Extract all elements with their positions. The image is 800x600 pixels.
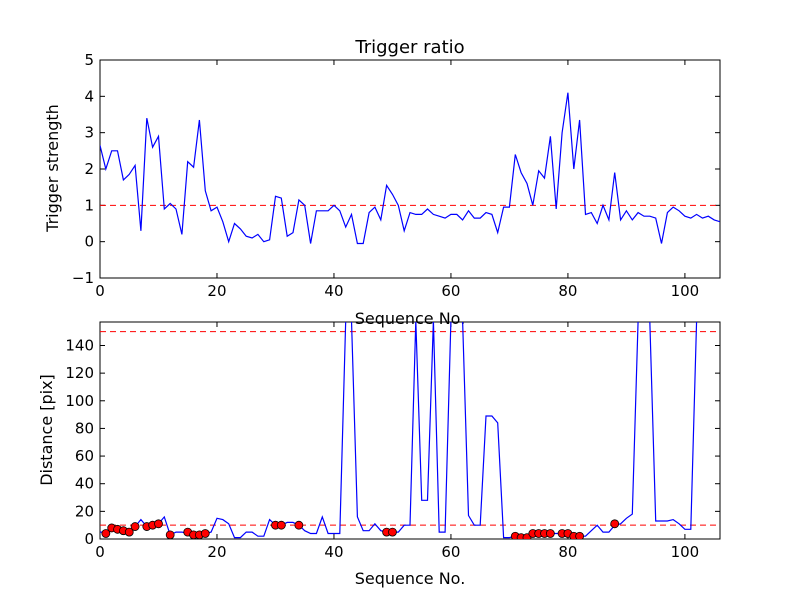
x-tick-label: 20 (207, 543, 226, 561)
x-tick-label: 60 (441, 543, 460, 561)
data-point (101, 529, 111, 538)
y-tick-label: 140 (65, 336, 94, 354)
x-tick: 100 (671, 322, 700, 561)
y-tick-label: 120 (65, 364, 94, 382)
series-line (100, 92, 720, 245)
series-line (100, 322, 698, 539)
data-point (124, 527, 134, 537)
y-tick: −1 (72, 269, 720, 287)
x-tick: 40 (324, 322, 344, 561)
top-chart-plot (100, 92, 720, 245)
data-point (130, 522, 140, 531)
y-tick-label: 0 (84, 233, 94, 251)
y-tick-label: −1 (72, 269, 94, 287)
bottom-chart-ticks: 0 20 40 60 80 100 0 20 40 60 80 100 120 140 (65, 322, 720, 561)
x-tick: 20 (207, 322, 227, 561)
x-tick-label: 60 (441, 282, 460, 300)
x-tick-label: 80 (558, 282, 577, 300)
data-point (575, 531, 585, 539)
top-chart-xlabel: Sequence No. (355, 309, 466, 328)
y-tick-label: 40 (75, 475, 94, 493)
data-point (294, 520, 304, 530)
y-tick: 120 (65, 364, 720, 382)
bottom-chart-plot (100, 322, 720, 539)
y-tick: 0 (84, 233, 720, 251)
data-point (154, 519, 163, 529)
y-tick-label: 100 (65, 392, 94, 410)
x-tick-label: 0 (95, 282, 105, 300)
y-tick-label: 60 (75, 447, 94, 465)
bottom-chart-xlabel: Sequence No. (355, 569, 466, 588)
y-tick-label: 20 (75, 502, 94, 520)
bottom-chart: Distance [pix] Sequence No. 0 20 40 60 80 100… (37, 321, 721, 588)
x-tick: 0 (95, 60, 105, 300)
x-tick-label: 20 (207, 282, 226, 300)
x-tick: 0 (95, 322, 105, 561)
y-tick-label: 1 (84, 196, 94, 214)
y-tick: 0 (84, 530, 720, 548)
y-tick: 40 (75, 475, 720, 493)
data-point (610, 519, 620, 529)
y-tick: 20 (75, 502, 720, 520)
y-tick-label: 5 (84, 51, 94, 69)
x-tick: 40 (324, 60, 344, 300)
x-tick-label: 100 (671, 543, 700, 561)
x-tick: 80 (558, 60, 577, 300)
top-chart-title: Trigger ratio (354, 37, 464, 58)
x-tick-label: 40 (324, 282, 343, 300)
y-tick: 4 (84, 87, 720, 105)
bottom-chart-frame (99, 321, 721, 540)
data-point (545, 529, 555, 538)
y-tick: 3 (84, 124, 720, 142)
y-tick: 5 (84, 51, 720, 69)
x-tick-label: 0 (95, 543, 105, 561)
x-tick: 20 (207, 60, 227, 300)
y-tick: 140 (65, 336, 720, 354)
top-chart: Trigger ratio Trigger strength Sequence … (43, 37, 721, 328)
y-tick: 100 (65, 392, 720, 410)
y-tick-label: 3 (84, 124, 94, 142)
x-tick-label: 80 (558, 543, 577, 561)
y-tick-label: 2 (84, 160, 94, 178)
top-chart-frame (99, 59, 721, 279)
x-tick-label: 100 (671, 282, 700, 300)
data-point (388, 527, 397, 537)
x-tick-label: 40 (324, 543, 343, 561)
data-point (165, 530, 175, 539)
y-tick: 60 (75, 447, 720, 465)
y-tick-label: 4 (84, 87, 94, 105)
x-tick: 100 (671, 60, 700, 300)
y-tick-label: 0 (84, 530, 94, 548)
bottom-chart-ylabel: Distance [pix] (37, 374, 56, 486)
x-tick: 60 (441, 60, 460, 300)
data-point (276, 520, 286, 530)
y-tick-label: 80 (75, 419, 94, 437)
y-tick: 80 (75, 419, 720, 437)
y-tick: 2 (84, 160, 720, 178)
data-point (200, 529, 210, 538)
top-chart-ylabel: Trigger strength (43, 104, 62, 233)
